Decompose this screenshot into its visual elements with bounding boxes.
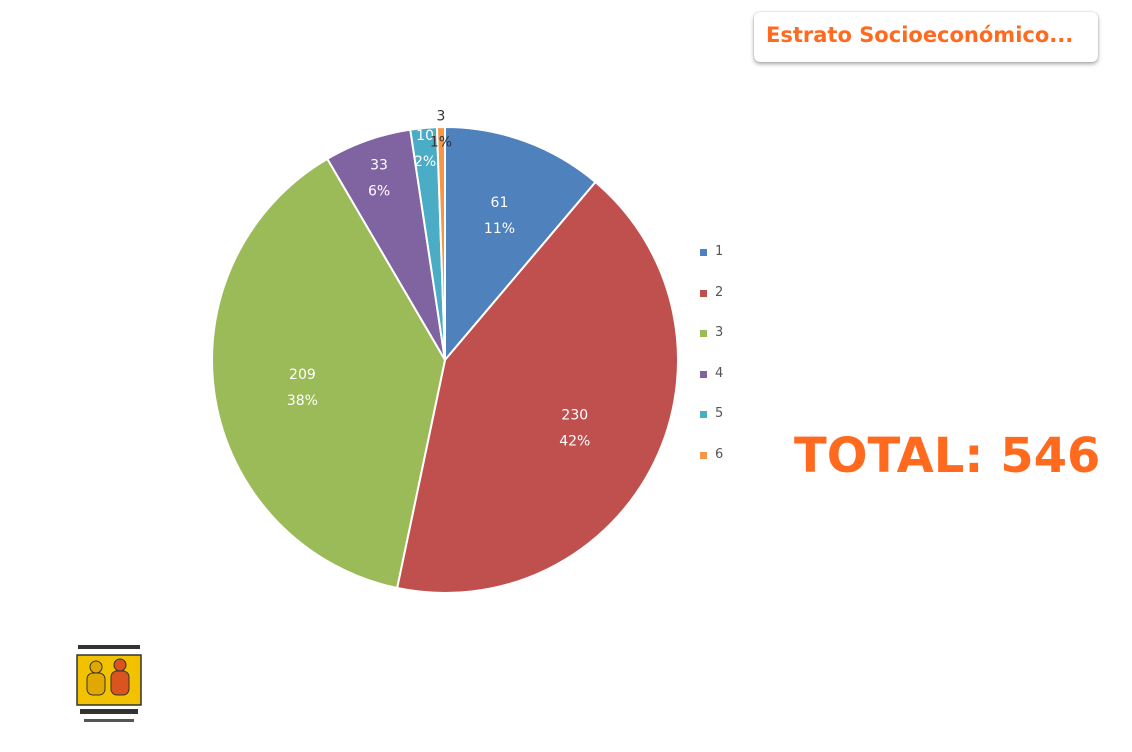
legend-swatch bbox=[700, 289, 707, 297]
slice-value-label-3: 209 bbox=[289, 367, 316, 383]
pie-slice-6 bbox=[435, 125, 446, 361]
slice-percent-label-1: 11% bbox=[484, 221, 515, 237]
legend-swatch bbox=[700, 330, 707, 338]
pie-slice-3 bbox=[211, 157, 447, 590]
pie-chart: 61 11% 230 42% 209 38% 33 6% 10 2% 3 1% bbox=[211, 109, 679, 594]
legend-label: 5 bbox=[715, 406, 724, 422]
legend-swatch bbox=[700, 249, 707, 256]
slice-value-label-5: 10 bbox=[416, 128, 434, 144]
legend-label: 4 bbox=[715, 365, 724, 381]
slice-value-label-1: 61 bbox=[491, 195, 509, 211]
legend-label: 1 bbox=[715, 244, 724, 259]
chart-title: Estrato Socioeconómico... bbox=[754, 12, 1098, 62]
slice-percent-label-3: 38% bbox=[287, 393, 318, 409]
slice-value-label-6: 3 bbox=[436, 109, 445, 125]
total-label: TOTAL: 546 bbox=[794, 428, 1101, 484]
slice-value-label-2: 230 bbox=[561, 407, 588, 423]
legend-label: 6 bbox=[715, 446, 724, 462]
legend-item-4: 4 bbox=[700, 365, 723, 406]
legend-swatch bbox=[700, 411, 707, 419]
legend-swatch bbox=[700, 451, 707, 459]
slice-percent-label-2: 42% bbox=[559, 433, 590, 449]
slice-percent-label-6: 1% bbox=[430, 135, 452, 151]
legend-item-5: 5 bbox=[700, 405, 723, 446]
legend-swatch bbox=[700, 370, 707, 378]
legend: 1 2 3 4 5 6 bbox=[700, 243, 723, 487]
pie-slice-2 bbox=[395, 180, 679, 594]
organization-logo bbox=[74, 643, 144, 722]
slice-percent-label-5: 2% bbox=[414, 154, 436, 170]
legend-item-3: 3 bbox=[700, 324, 723, 365]
legend-item-2: 2 bbox=[700, 284, 723, 325]
legend-item-1: 1 bbox=[700, 243, 723, 284]
pie-slice-1 bbox=[444, 125, 597, 363]
legend-item-6: 6 bbox=[700, 446, 723, 487]
legend-label: 3 bbox=[715, 325, 724, 341]
slice-percent-label-4: 6% bbox=[368, 183, 390, 199]
slice-value-label-4: 33 bbox=[370, 157, 388, 173]
legend-label: 2 bbox=[715, 284, 724, 300]
